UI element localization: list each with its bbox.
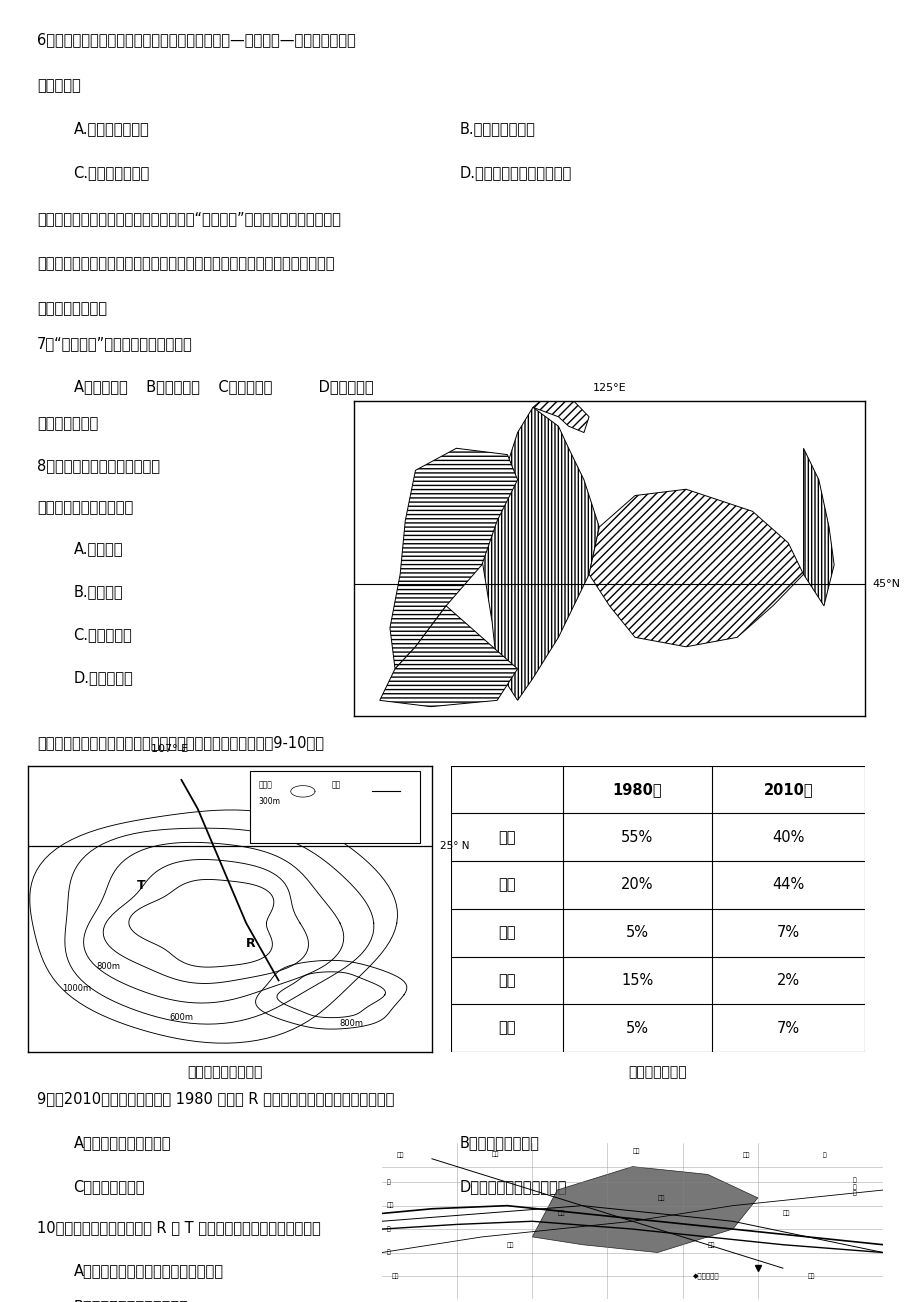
Bar [250,771,420,842]
Text: 7、“红色荒漠”形成的自然原因主要是: 7、“红色荒漠”形成的自然原因主要是 [37,336,192,352]
Text: 定: 定 [386,1180,391,1185]
Text: C.地形差异造成的: C.地形差异造成的 [74,165,150,181]
Polygon shape [531,1167,757,1253]
Text: 横
沙
岛: 横 沙 岛 [852,1177,856,1197]
Text: 金山: 金山 [391,1273,399,1279]
Text: 10、该河流域的治理中，对 R 和 T 之间的河段的治理措施可行的是: 10、该河流域的治理中，对 R 和 T 之间的河段的治理措施可行的是 [37,1220,320,1236]
Text: C．河流的汛期长: C．河流的汛期长 [74,1180,145,1195]
Text: 等高线: 等高线 [258,780,272,789]
Text: 6、西北干旱、半干旱地区由东向西的植被呈草原—荒漠草原—荒漠变化的原因: 6、西北干旱、半干旱地区由东向西的植被呈草原—荒漠草原—荒漠变化的原因 [37,33,355,48]
Text: D.人均耕地多: D.人均耕地多 [74,671,133,686]
Text: C.水热条件好: C.水热条件好 [74,628,132,643]
Text: 耕地: 耕地 [497,829,515,845]
Text: 125°E: 125°E [592,383,626,393]
Text: 55%: 55% [620,829,652,845]
Text: T: T [137,879,145,892]
Text: 其他: 其他 [497,1021,515,1035]
Text: 9、与2010年相比，下面有关 1980 年河流 R 以下的河段水文特征说法相符的是: 9、与2010年相比，下面有关 1980 年河流 R 以下的河段水文特征说法相符… [37,1091,393,1107]
Text: 闵行: 闵行 [506,1242,514,1247]
Text: 600m: 600m [169,1013,193,1022]
Text: 浦东: 浦东 [657,1195,664,1200]
Text: 河流: 河流 [331,780,340,789]
Text: 草地: 草地 [497,926,515,940]
Text: B．河流的含沙量大: B．河流的含沙量大 [460,1135,539,1151]
Text: 44%: 44% [771,878,803,892]
Text: 现象。据此回答。: 现象。据此回答。 [37,301,107,316]
Text: 荒地: 荒地 [497,973,515,988]
Text: 杨行: 杨行 [492,1151,499,1157]
Text: 普: 普 [386,1226,391,1232]
Text: 林地: 林地 [497,878,515,892]
Text: 据报载，我国江西省中南部山区出现大片“红色荒漠”，即在亚热带湿润的岩溶: 据报载，我国江西省中南部山区出现大片“红色荒漠”，即在亚热带湿润的岩溶 [37,211,340,227]
Text: 45°N: 45°N [871,579,900,589]
Text: 800m: 800m [339,1019,363,1027]
Text: 太湖平原的主要原因是：: 太湖平原的主要原因是： [37,500,133,516]
Text: 地区，土壤遇受严重侵蚀，基岩裸露，地表出现出类似荒漠化景观的土地退化: 地区，土壤遇受严重侵蚀，基岩裸露，地表出现出类似荒漠化景观的土地退化 [37,256,334,272]
Text: 奉: 奉 [386,1250,391,1255]
Text: 青浦: 青浦 [807,1273,814,1279]
Text: 800m: 800m [96,962,120,970]
Text: 1000m: 1000m [62,984,91,993]
Text: 读某河流域等高线地形图和该流域土地利用结构变化表，回答9-10题。: 读某河流域等高线地形图和该流域土地利用结构变化表，回答9-10题。 [37,736,323,751]
Text: 7%: 7% [776,926,799,940]
Text: 5%: 5% [625,926,648,940]
Text: A．风化作用    B．风蚀作用    C．水蚀作用          D．沉积作用: A．风化作用 B．风蚀作用 C．水蚀作用 D．沉积作用 [74,379,373,395]
Polygon shape [482,408,598,700]
Text: A．河流水位季节变化小: A．河流水位季节变化小 [74,1135,171,1151]
Text: B．东侧坡修建梯田，西侧坡: B．东侧坡修建梯田，西侧坡 [74,1299,188,1302]
Text: 5%: 5% [625,1021,648,1035]
Text: 2%: 2% [776,973,799,988]
Polygon shape [802,448,834,605]
Text: A.水分差异造成的: A.水分差异造成的 [74,121,149,137]
Text: 嘉定: 嘉定 [386,1203,394,1208]
Text: R: R [245,936,255,949]
Text: ◆迪斯尼乐园: ◆迪斯尼乐园 [692,1272,719,1280]
Polygon shape [380,605,517,707]
Text: 7%: 7% [776,1021,799,1035]
Text: 宝山: 宝山 [396,1152,404,1159]
Polygon shape [390,448,517,669]
Text: 8、图示区域，簮食商品率高于: 8、图示区域，簮食商品率高于 [37,458,160,474]
Text: A.土壤肥沃: A.土壤肥沃 [74,542,123,557]
Polygon shape [532,395,588,432]
Text: 1980年: 1980年 [612,783,661,797]
Polygon shape [588,490,802,647]
Text: 读右图，回答。: 读右图，回答。 [37,417,98,432]
Text: 某河流等高线地形图: 某河流等高线地形图 [187,1065,263,1079]
Text: 2010年: 2010年 [763,783,812,797]
Text: 15%: 15% [620,973,652,988]
Text: 南汇: 南汇 [707,1242,714,1247]
Text: 300m: 300m [258,797,280,806]
Text: 岛: 岛 [823,1152,826,1159]
Text: 25° N: 25° N [440,841,470,850]
Text: 20%: 20% [620,878,652,892]
Text: A．东侧坡植树种草，西侧坡修建梯田: A．东侧坡植树种草，西侧坡修建梯田 [74,1263,223,1279]
Text: 40%: 40% [771,829,803,845]
Text: 崇明: 崇明 [632,1148,640,1154]
Text: 徐汇: 徐汇 [557,1211,564,1216]
Text: 土地利用结构表: 土地利用结构表 [628,1065,686,1079]
Text: D.人类耕作方式不同造成的: D.人类耕作方式不同造成的 [460,165,572,181]
Text: B.热量差异造成的: B.热量差异造成的 [460,121,535,137]
Text: 主要是由于: 主要是由于 [37,78,81,94]
Text: 川沙: 川沙 [782,1211,789,1216]
Text: 长兴: 长兴 [742,1152,750,1159]
Text: 107° E: 107° E [151,745,187,754]
Text: B.地形平坦: B.地形平坦 [74,585,123,600]
Text: D．河流中馒物质的含量小: D．河流中馒物质的含量小 [460,1180,567,1195]
